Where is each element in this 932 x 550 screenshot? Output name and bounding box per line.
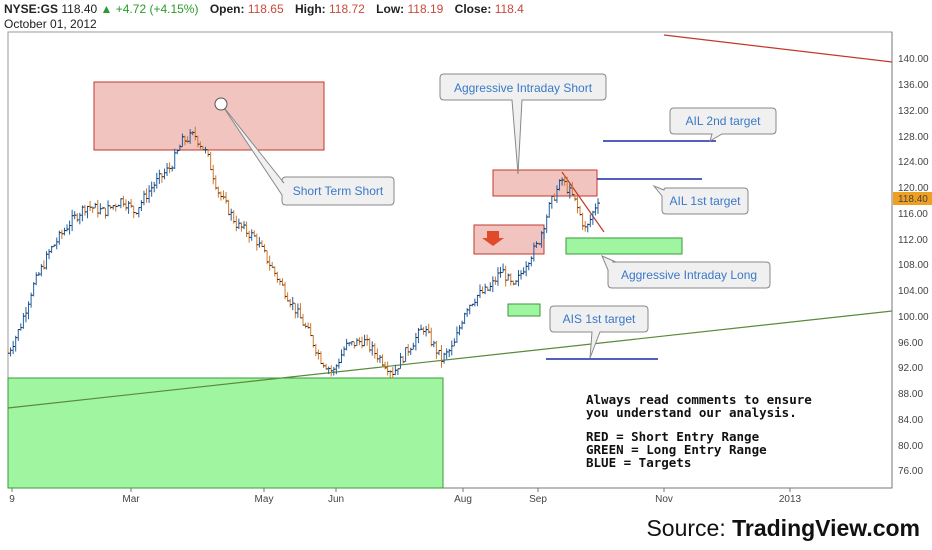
callout-label: Aggressive Intraday Short xyxy=(454,81,593,95)
callout-label: Short Term Short xyxy=(293,184,384,198)
y-tick-label: 136.00 xyxy=(898,80,929,91)
up-arrow-icon: ▲ xyxy=(100,2,113,16)
y-tick-label: 84.00 xyxy=(898,415,923,426)
long-zone xyxy=(565,237,683,255)
price-axis: 140.00 136.00 132.00 128.00 124.00 120.0… xyxy=(898,54,929,477)
note-line: RED = Short Entry Range xyxy=(586,429,760,444)
y-tick-label: 108.00 xyxy=(898,260,929,271)
down-arrow-icon xyxy=(482,231,504,246)
y-tick-label: 104.00 xyxy=(898,286,929,297)
high-label: High: xyxy=(295,2,326,16)
price-marker-box xyxy=(893,192,932,205)
source-prefix: Source: xyxy=(646,515,733,541)
y-tick-label: 112.00 xyxy=(898,235,928,246)
y-tick-label: 92.00 xyxy=(898,363,923,374)
short-zone xyxy=(93,81,325,151)
callout-aggressive-intraday-short: Aggressive Intraday Short xyxy=(439,73,607,175)
note-line: you understand our analysis. xyxy=(586,405,797,420)
low-value: 118.19 xyxy=(407,2,444,16)
y-tick-label: 100.00 xyxy=(898,312,929,323)
callout-ais-1st-target: AIS 1st target xyxy=(549,305,649,359)
y-tick-label: 76.00 xyxy=(898,466,923,477)
x-tick-label: Aug xyxy=(454,494,472,505)
y-tick-label: 124.00 xyxy=(898,157,929,168)
chart-header: NYSE:GS 118.40 ▲ +4.72 (+4.15%) Open: 11… xyxy=(4,2,524,32)
y-tick-label: 132.00 xyxy=(898,106,929,117)
x-tick-label: Jun xyxy=(328,494,344,505)
resistance-line xyxy=(663,34,893,63)
x-tick-label: Sep xyxy=(529,494,547,505)
price-marker-label: 118.40 xyxy=(898,194,928,205)
callout-label: AIS 1st target xyxy=(563,312,636,326)
note-line: Always read comments to ensure xyxy=(586,392,812,407)
time-axis: 9 Mar May Jun Aug Sep Nov 2013 xyxy=(9,488,802,505)
y-tick-label: 120.00 xyxy=(898,183,929,194)
source-brand: TradingView.com xyxy=(732,515,920,541)
low-label: Low: xyxy=(376,2,405,16)
chart-date: October 01, 2012 xyxy=(4,17,97,31)
open-label: Open: xyxy=(209,2,245,16)
callout-anchor-icon xyxy=(214,97,228,111)
high-value: 118.72 xyxy=(329,2,365,16)
y-tick-label: 140.00 xyxy=(898,54,929,65)
callout-label: AIL 1st target xyxy=(670,194,742,208)
x-tick-label: 2013 xyxy=(779,494,802,505)
price-change: +4.72 (+4.15%) xyxy=(115,2,199,16)
long-zone xyxy=(507,303,541,317)
callout-short-term-short: Short Term Short xyxy=(214,97,395,206)
uptrend-line xyxy=(7,310,893,409)
source-credit: Source: TradingView.com xyxy=(646,515,920,542)
note-line: GREEN = Long Entry Range xyxy=(586,442,767,457)
callout-ail-1st-target: AIL 1st target xyxy=(652,184,749,215)
callout-ail-2nd-target: AIL 2nd target xyxy=(669,107,777,143)
callout-label: Aggressive Intraday Long xyxy=(621,268,757,282)
callout-label: AIL 2nd target xyxy=(686,114,762,128)
y-tick-label: 88.00 xyxy=(898,389,923,400)
short-trend-line xyxy=(561,171,605,233)
x-tick-label: May xyxy=(255,494,274,505)
price-marker: 118.40 xyxy=(893,192,932,205)
short-zone xyxy=(492,169,598,197)
close-label: Close: xyxy=(454,2,492,16)
note-line: BLUE = Targets xyxy=(586,455,691,470)
price-series xyxy=(7,126,600,379)
open-value: 118.65 xyxy=(247,2,284,16)
close-value: 118.4 xyxy=(494,2,524,16)
x-tick-label: 9 xyxy=(9,494,15,505)
y-tick-label: 128.00 xyxy=(898,132,929,143)
y-tick-label: 96.00 xyxy=(898,338,923,349)
callout-aggressive-intraday-long: Aggressive Intraday Long xyxy=(601,255,771,289)
y-tick-label: 80.00 xyxy=(898,441,923,452)
long-zone xyxy=(7,377,444,489)
x-tick-label: Mar xyxy=(122,494,140,505)
ticker-symbol: NYSE:GS xyxy=(4,2,59,16)
analysis-notes: Always read comments to ensure you under… xyxy=(586,392,812,470)
y-tick-label: 116.00 xyxy=(898,209,928,220)
x-tick-label: Nov xyxy=(655,494,673,505)
last-price: 118.40 xyxy=(61,2,98,16)
